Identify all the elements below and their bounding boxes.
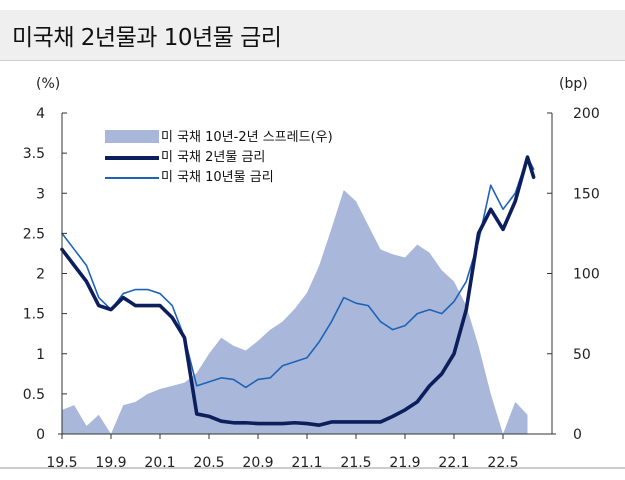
x-tick-label: 21.9	[389, 455, 420, 471]
x-tick-label: 21.5	[340, 455, 371, 471]
x-tick-label: 22.5	[487, 455, 518, 471]
right-tick-label: 0	[573, 427, 582, 443]
spread-area-group	[62, 190, 528, 434]
x-tick-labels: 19.5 19.9 20.1 20.5 20.9 21.1 21.5 21.9 22.1 22.5	[46, 455, 518, 471]
x-tick-label: 20.9	[242, 455, 273, 471]
left-tick-labels: 0 0.5 1 1.5 2 2.5 3 3.5 4 (%)	[23, 76, 61, 443]
left-tick-label: 2.5	[23, 226, 45, 242]
x-tick-label: 22.1	[438, 455, 469, 471]
right-tick-label: 50	[573, 347, 591, 363]
left-tick-label: 0.5	[23, 387, 45, 403]
left-tick-label: 1	[36, 347, 45, 363]
left-tick-label: 4	[36, 106, 45, 122]
x-tick-label: 20.5	[193, 455, 224, 471]
spread-area	[62, 190, 528, 434]
x-tick-label: 19.9	[95, 455, 126, 471]
left-tick-label: 3	[36, 186, 45, 202]
left-tick-label: 1.5	[23, 307, 45, 323]
x-tick-label: 21.1	[291, 455, 322, 471]
right-axis-unit: (bp)	[559, 76, 588, 92]
legend-label-y2: 미 국채 2년물 금리	[161, 150, 265, 165]
legend-swatch-spread	[105, 130, 159, 143]
axes-group	[0, 112, 625, 469]
y2-line	[60, 155, 536, 427]
legend: 미 국채 10년-2년 스프레드(우) 미 국채 2년물 금리미 국채 10년물 …	[105, 130, 333, 185]
x-tick-label: 20.1	[144, 455, 175, 471]
page-title: 미국채 2년물과 10년물 금리	[12, 25, 282, 51]
left-tick-label: 2	[36, 267, 45, 283]
right-tick-label: 100	[573, 267, 600, 283]
y10-line-group	[61, 156, 535, 389]
right-tick-label: 150	[573, 186, 600, 202]
y2-line-group	[60, 155, 536, 427]
title-bar: 미국채 2년물과 10년물 금리	[0, 10, 625, 61]
left-tick-label: 3.5	[23, 146, 45, 162]
legend-label-y10: 미 국채 10년물 금리	[161, 170, 274, 185]
x-tick-label: 19.5	[46, 455, 77, 471]
left-axis-unit: (%)	[36, 76, 60, 92]
y10-line	[61, 156, 535, 389]
legend-label-spread: 미 국채 10년-2년 스프레드(우)	[161, 130, 333, 145]
right-tick-label: 200	[573, 106, 600, 122]
left-tick-label: 0	[36, 427, 45, 443]
right-tick-labels: 0 50 100 150 200 (bp)	[559, 76, 600, 443]
